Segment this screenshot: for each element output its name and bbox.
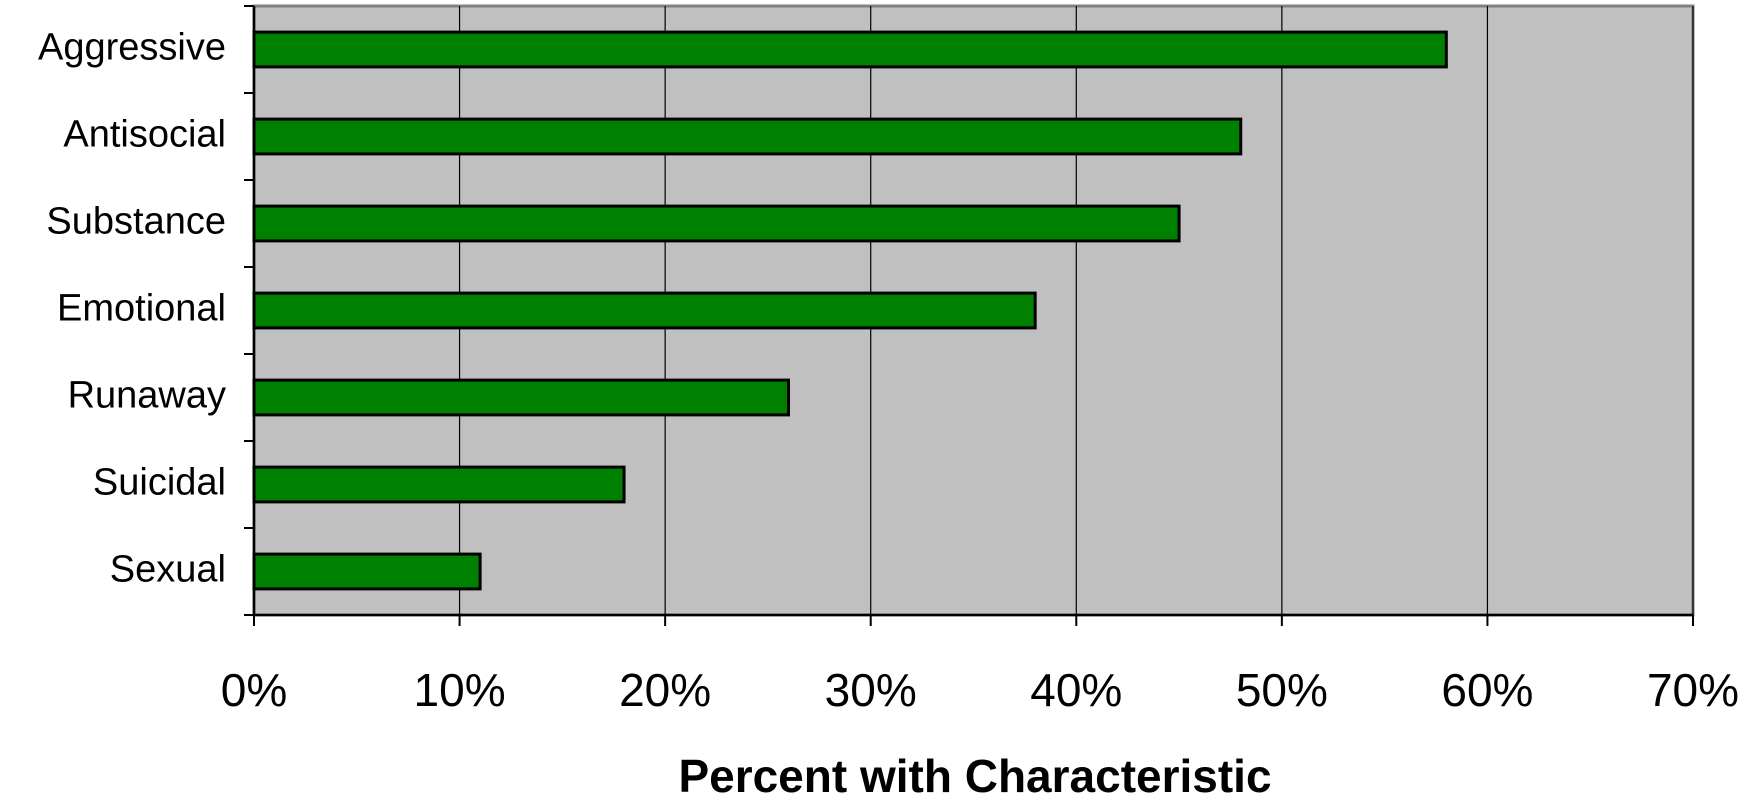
- x-tick-labels: 0% 10% 20% 30% 40% 50% 60% 70%: [221, 664, 1739, 716]
- x-tick-label: 0%: [221, 664, 287, 716]
- gridlines: [458, 6, 1694, 615]
- bar-sexual: [252, 552, 482, 591]
- x-tick-label: 40%: [1030, 664, 1122, 716]
- bars: [252, 30, 1448, 591]
- x-tick-label: 60%: [1441, 664, 1533, 716]
- category-label: Antisocial: [63, 114, 226, 156]
- bar-substance: [252, 204, 1181, 243]
- x-tick-label: 30%: [825, 664, 917, 716]
- bar-antisocial: [252, 117, 1243, 156]
- bar-runaway: [252, 378, 790, 417]
- axes: [244, 5, 1694, 626]
- x-tick-label: 50%: [1236, 664, 1328, 716]
- bar-emotional: [252, 291, 1037, 330]
- category-label: Suicidal: [93, 462, 226, 504]
- x-tick-label: 20%: [619, 664, 711, 716]
- category-labels: Aggressive Antisocial Substance Emotional Ru…: [38, 27, 226, 591]
- x-tick-label: 70%: [1647, 664, 1739, 716]
- category-label: Runaway: [68, 375, 226, 417]
- category-label: Substance: [46, 201, 226, 243]
- bar-suicidal: [252, 465, 626, 504]
- x-tick-label: 10%: [414, 664, 506, 716]
- category-label: Sexual: [110, 549, 226, 591]
- category-label: Emotional: [57, 288, 226, 330]
- x-axis-title: Percent with Characteristic: [678, 750, 1271, 802]
- category-label: Aggressive: [38, 27, 226, 69]
- bar-aggressive: [252, 30, 1448, 69]
